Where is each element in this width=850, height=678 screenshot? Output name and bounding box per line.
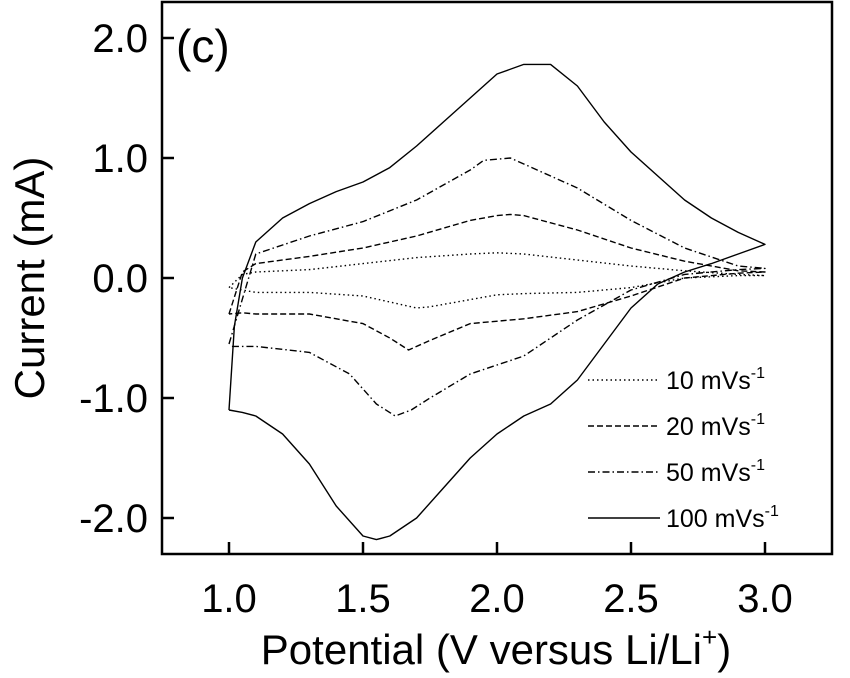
legend-label-text: 10 mVs [666, 367, 751, 395]
y-tick-label: -2.0 [79, 497, 148, 541]
y-axis-label: Current (mA) [6, 157, 53, 400]
legend-label-text: 100 mVs [666, 505, 765, 533]
series-line-3 [228, 157, 766, 417]
legend-label-superscript: -1 [751, 365, 765, 382]
x-axis-label-superscript: + [702, 622, 717, 652]
legend-label-superscript: -1 [751, 457, 765, 474]
x-tick-label: 3.0 [737, 577, 793, 621]
legend-label-text: 20 mVs [666, 413, 751, 441]
legend-label-text: 50 mVs [666, 459, 751, 487]
x-axis-ticks: 1.0 1.5 2.0 2.5 3.0 [201, 542, 793, 621]
legend-label-superscript: -1 [765, 503, 779, 520]
series-lines [228, 63, 766, 541]
legend-label: 50 mVs-1 [666, 457, 765, 487]
series-line-4 [228, 63, 766, 541]
legend-label: 100 mVs-1 [666, 503, 779, 533]
legend-label: 20 mVs-1 [666, 411, 765, 441]
x-axis-label-main: Potential (V versus Li/Li [261, 626, 702, 673]
legend-label-superscript: -1 [751, 411, 765, 428]
x-tick-label: 1.5 [335, 577, 391, 621]
y-tick-label: -1.0 [79, 377, 148, 421]
legend-label: 10 mVs-1 [666, 365, 765, 395]
y-axis-ticks: -2.0 -1.0 0.0 1.0 2.0 [79, 17, 174, 541]
x-tick-label: 1.0 [201, 577, 257, 621]
x-axis-label: Potential (V versus Li/Li+) [261, 622, 731, 673]
panel-label: (c) [176, 20, 230, 72]
y-tick-label: 1.0 [92, 137, 148, 181]
x-tick-label: 2.5 [603, 577, 659, 621]
y-tick-label: 2.0 [92, 17, 148, 61]
y-tick-label: 0.0 [92, 257, 148, 301]
series-line-1 [228, 252, 766, 309]
series-line-2 [228, 213, 766, 351]
x-tick-label: 2.0 [469, 577, 525, 621]
x-axis-label-close: ) [717, 626, 731, 673]
